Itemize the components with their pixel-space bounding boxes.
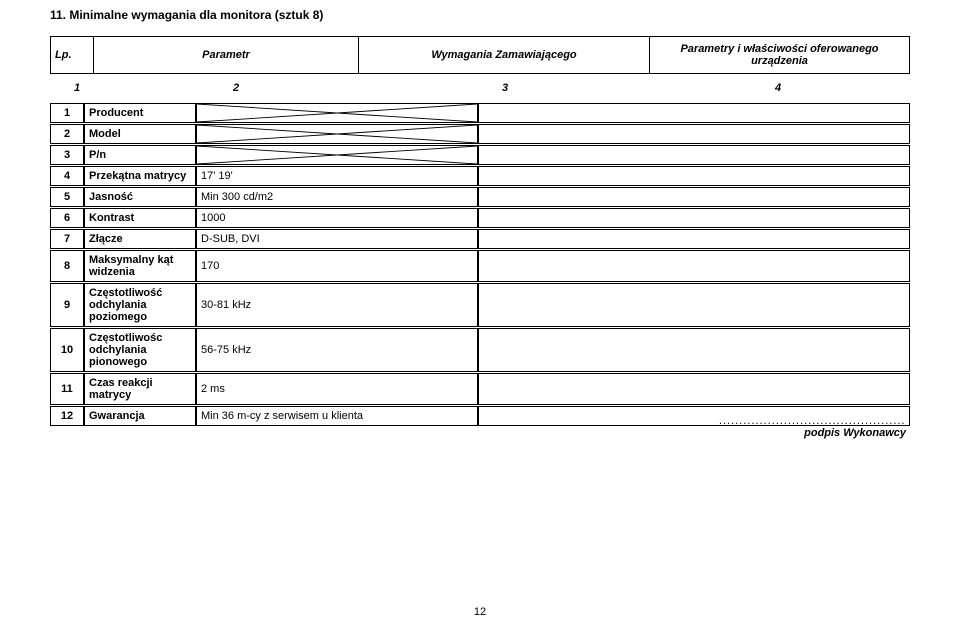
spec-table: 1Producent2Model3P/n4Przekątna matrycy17…	[50, 102, 910, 427]
head-req: Wymagania Zamawiającego	[359, 37, 650, 74]
row-requirement: Min 36 m-cy z serwisem u klienta	[196, 406, 478, 426]
num-4: 4	[646, 80, 910, 100]
table-row: 3P/n	[50, 145, 910, 165]
row-requirement: 56-75 kHz	[196, 328, 478, 372]
row-param: Gwarancja	[84, 406, 196, 426]
row-lp: 4	[50, 166, 84, 186]
row-requirement: 2 ms	[196, 373, 478, 405]
row-offered	[478, 124, 910, 144]
row-offered	[478, 229, 910, 249]
row-lp: 2	[50, 124, 84, 144]
table-row: 9Częstotliwość odchylania poziomego30-81…	[50, 283, 910, 327]
row-offered	[478, 187, 910, 207]
section-title: 11. Minimalne wymagania dla monitora (sz…	[50, 8, 910, 22]
row-lp: 5	[50, 187, 84, 207]
row-requirement	[196, 124, 478, 144]
row-lp: 3	[50, 145, 84, 165]
table-row: 11Czas reakcji matrycy2 ms	[50, 373, 910, 405]
table-row: 1Producent	[50, 103, 910, 123]
num-3: 3	[364, 80, 646, 100]
table-row: 10Częstotliwośc odchylania pionowego56-7…	[50, 328, 910, 372]
table-row: 2Model	[50, 124, 910, 144]
row-lp: 11	[50, 373, 84, 405]
column-numbers: 1 2 3 4	[50, 80, 910, 100]
num-2: 2	[108, 80, 364, 100]
row-requirement: 1000	[196, 208, 478, 228]
signature-label: podpis Wykonawcy	[804, 427, 906, 439]
num-1: 1	[50, 80, 108, 100]
row-requirement: 17' 19'	[196, 166, 478, 186]
signature-dots: ........................................…	[719, 415, 906, 427]
row-requirement: Min 300 cd/m2	[196, 187, 478, 207]
row-requirement	[196, 145, 478, 165]
header-table: Lp. Parametr Wymagania Zamawiającego Par…	[50, 36, 910, 74]
row-requirement	[196, 103, 478, 123]
page-number: 12	[0, 606, 960, 618]
signature-block: ........................................…	[719, 415, 906, 439]
row-requirement: 170	[196, 250, 478, 282]
row-param: P/n	[84, 145, 196, 165]
row-param: Częstotliwośc odchylania pionowego	[84, 328, 196, 372]
row-offered	[478, 208, 910, 228]
table-row: 6Kontrast1000	[50, 208, 910, 228]
row-offered	[478, 373, 910, 405]
head-param: Parametr	[94, 37, 359, 74]
row-lp: 10	[50, 328, 84, 372]
row-param: Przekątna matrycy	[84, 166, 196, 186]
row-param: Producent	[84, 103, 196, 123]
row-lp: 9	[50, 283, 84, 327]
row-offered	[478, 250, 910, 282]
row-param: Czas reakcji matrycy	[84, 373, 196, 405]
row-param: Złącze	[84, 229, 196, 249]
row-lp: 8	[50, 250, 84, 282]
row-lp: 6	[50, 208, 84, 228]
row-param: Maksymalny kąt widzenia	[84, 250, 196, 282]
table-row: 7ZłączeD-SUB, DVI	[50, 229, 910, 249]
row-requirement: D-SUB, DVI	[196, 229, 478, 249]
row-lp: 7	[50, 229, 84, 249]
table-row: 5JasnośćMin 300 cd/m2	[50, 187, 910, 207]
row-param: Jasność	[84, 187, 196, 207]
row-lp: 1	[50, 103, 84, 123]
row-lp: 12	[50, 406, 84, 426]
row-param: Kontrast	[84, 208, 196, 228]
row-offered	[478, 283, 910, 327]
row-param: Model	[84, 124, 196, 144]
head-lp: Lp.	[51, 37, 94, 74]
row-param: Częstotliwość odchylania poziomego	[84, 283, 196, 327]
head-off: Parametry i właściwości oferowanego urzą…	[650, 37, 910, 74]
table-row: 4Przekątna matrycy17' 19'	[50, 166, 910, 186]
row-offered	[478, 145, 910, 165]
row-requirement: 30-81 kHz	[196, 283, 478, 327]
row-offered	[478, 328, 910, 372]
table-row: 8Maksymalny kąt widzenia170	[50, 250, 910, 282]
row-offered	[478, 166, 910, 186]
row-offered	[478, 103, 910, 123]
